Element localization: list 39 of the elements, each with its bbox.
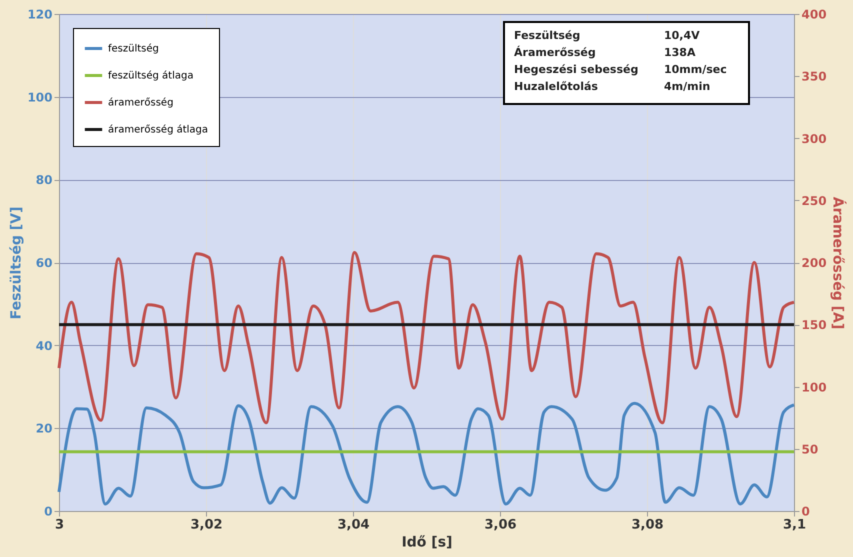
y2-tick-label: 300 <box>802 132 827 146</box>
annotation: Feszültség <box>514 29 580 42</box>
legend-label: feszültség átlaga <box>108 70 194 82</box>
y2-tick-label: 400 <box>802 8 827 22</box>
annotation: Áramerősség <box>514 45 596 59</box>
y-tick-label: 0 <box>44 504 52 518</box>
x-tick-label: 3,06 <box>484 518 517 532</box>
y2-tick-label: 250 <box>802 194 827 208</box>
x-tick-label: 3 <box>54 518 64 532</box>
y-tick-label: 60 <box>36 256 52 270</box>
legend-label: feszültség <box>108 44 159 54</box>
x-tick-label: 3,04 <box>337 518 370 532</box>
line-series <box>58 402 796 506</box>
y2-tick-label: 350 <box>802 70 827 84</box>
x-tick-label: 3,1 <box>782 518 806 532</box>
legend-label: áramerősség <box>108 98 174 108</box>
x-tick-label: 3,08 <box>631 518 664 532</box>
y2-axis-title: Áramerősség [A] <box>830 196 847 330</box>
y2-tick-label: 100 <box>802 380 827 394</box>
y2-tick-label: 150 <box>802 318 827 332</box>
y-tick-label: 120 <box>27 8 52 22</box>
x-tick-label: 3,02 <box>190 518 223 532</box>
annotation: 10mm/sec <box>664 63 727 76</box>
y2-tick-label: 50 <box>802 442 818 456</box>
annotation: 4m/min <box>664 80 710 93</box>
annotation: 138A <box>664 46 696 59</box>
y-tick-label: 100 <box>27 90 52 104</box>
y-tick-label: 40 <box>36 338 52 353</box>
annotation: Huzalelőtolás <box>514 80 598 93</box>
annotation: Hegeszési sebesség <box>514 63 638 76</box>
y-axis-title: Feszültség [V] <box>8 206 24 320</box>
line-series <box>58 251 796 424</box>
x-axis-title: Idő [s] <box>402 534 452 550</box>
y2-tick-label: 200 <box>802 256 827 270</box>
annotation: 10,4V <box>664 29 700 42</box>
y2-tick-label: 0 <box>802 504 810 518</box>
legend-label: áramerősség átlaga <box>108 124 208 136</box>
y-tick-label: 20 <box>36 422 52 436</box>
y-tick-label: 80 <box>36 173 52 188</box>
